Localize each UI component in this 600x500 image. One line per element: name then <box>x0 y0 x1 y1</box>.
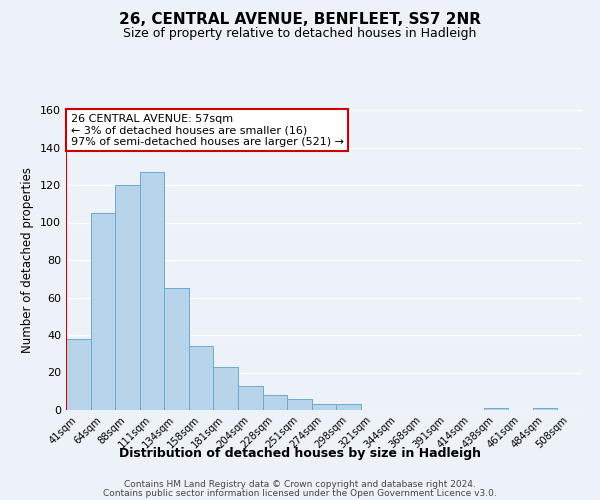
Text: Contains HM Land Registry data © Crown copyright and database right 2024.: Contains HM Land Registry data © Crown c… <box>124 480 476 489</box>
Bar <box>238 386 263 410</box>
Bar <box>140 172 164 410</box>
Bar <box>287 399 312 410</box>
Text: 26, CENTRAL AVENUE, BENFLEET, SS7 2NR: 26, CENTRAL AVENUE, BENFLEET, SS7 2NR <box>119 12 481 28</box>
Text: 26 CENTRAL AVENUE: 57sqm
← 3% of detached houses are smaller (16)
97% of semi-de: 26 CENTRAL AVENUE: 57sqm ← 3% of detache… <box>71 114 344 147</box>
Bar <box>189 346 214 410</box>
Bar <box>263 395 287 410</box>
Bar <box>164 288 189 410</box>
Bar <box>336 404 361 410</box>
Bar <box>91 213 115 410</box>
Text: Size of property relative to detached houses in Hadleigh: Size of property relative to detached ho… <box>124 28 476 40</box>
Y-axis label: Number of detached properties: Number of detached properties <box>22 167 34 353</box>
Text: Distribution of detached houses by size in Hadleigh: Distribution of detached houses by size … <box>119 448 481 460</box>
Bar <box>533 408 557 410</box>
Bar <box>312 404 336 410</box>
Bar <box>484 408 508 410</box>
Bar <box>66 339 91 410</box>
Bar <box>214 367 238 410</box>
Text: Contains public sector information licensed under the Open Government Licence v3: Contains public sector information licen… <box>103 489 497 498</box>
Bar <box>115 185 140 410</box>
